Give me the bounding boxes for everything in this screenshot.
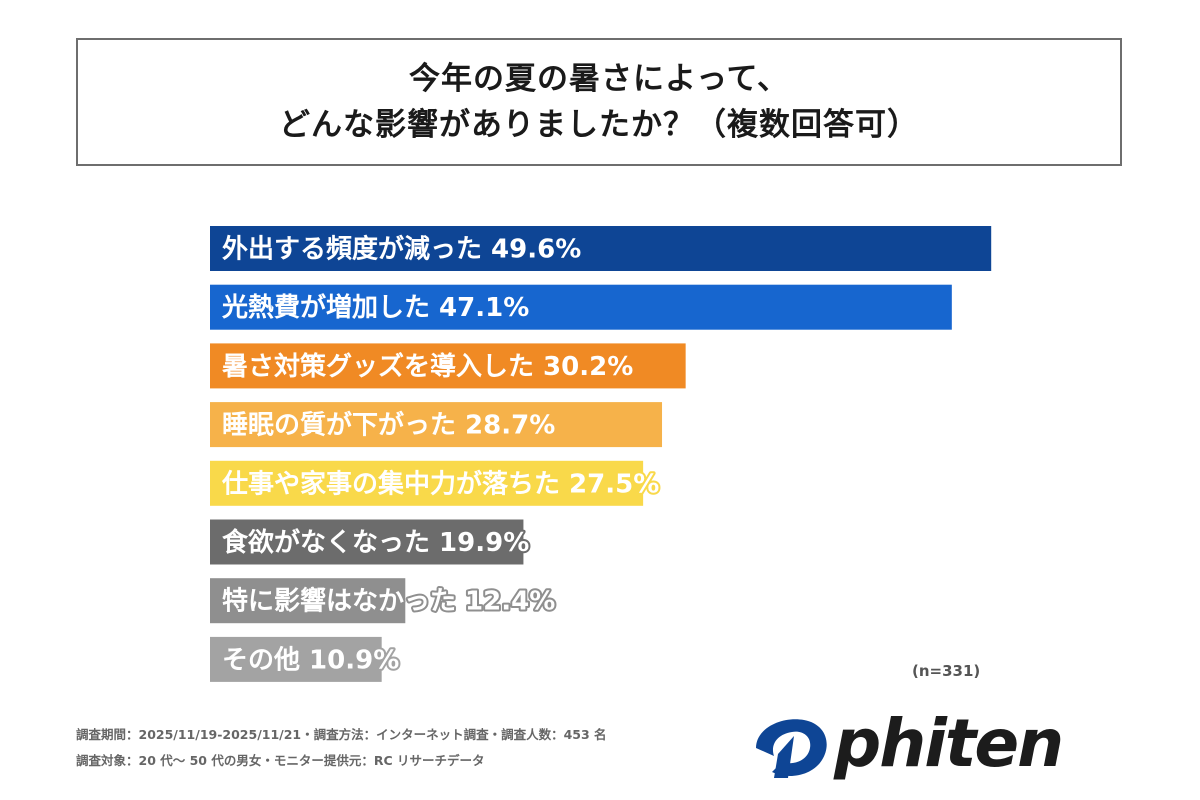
bar-label-4: 睡眠の質が下がった 28.7%	[222, 410, 555, 441]
bar-2	[210, 284, 952, 330]
chart-title-box: 今年の夏の暑さによって、 どんな影響がありましたか？（複数回答可）	[76, 38, 1122, 166]
bar-7	[210, 578, 406, 624]
bar-chart: 外出する頻度が減った 49.6% 光熱費が増加した 47.1% 暑さ対策グッズを導入…	[210, 226, 992, 682]
bar-label-7: 特に影響はなかった 12.4%	[222, 586, 555, 617]
bar-8	[210, 636, 382, 682]
phiten-logo: phiten	[748, 706, 1128, 784]
bar-3	[210, 343, 686, 389]
phiten-logo-wordmark: phiten	[834, 705, 1064, 782]
bar-1	[210, 226, 992, 271]
survey-footnote-period: 調査期間：2025/11/19-2025/11/21・調査方法：インターネット調…	[76, 727, 607, 742]
bar-label-5: 仕事や家事の集中力が落ちた 27.5%	[221, 468, 659, 499]
bar-4	[210, 402, 663, 448]
chart-title-line2: どんな影響がありましたか？（複数回答可）	[279, 107, 919, 143]
bar-label-2: 光熱費が増加した 47.1%	[221, 292, 529, 323]
chart-title-line1: 今年の夏の暑さによって、	[409, 61, 789, 97]
bar-label-3: 暑さ対策グッズを導入した 30.2%	[222, 351, 633, 382]
bar-5	[210, 460, 644, 506]
bar-6	[210, 519, 524, 565]
bar-label-8: その他 10.9%	[222, 645, 399, 675]
bar-label-6: 食欲がなくなった 19.9%	[222, 527, 529, 558]
survey-footnote-target: 調査対象：20 代～ 50 代の男女・モニター提供元：RC リサーチデータ	[76, 753, 485, 768]
sample-size-label: (n=331)	[912, 662, 981, 680]
phiten-logo-mark-icon	[756, 719, 827, 778]
bar-label-1: 外出する頻度が減った 49.6%	[222, 234, 581, 265]
